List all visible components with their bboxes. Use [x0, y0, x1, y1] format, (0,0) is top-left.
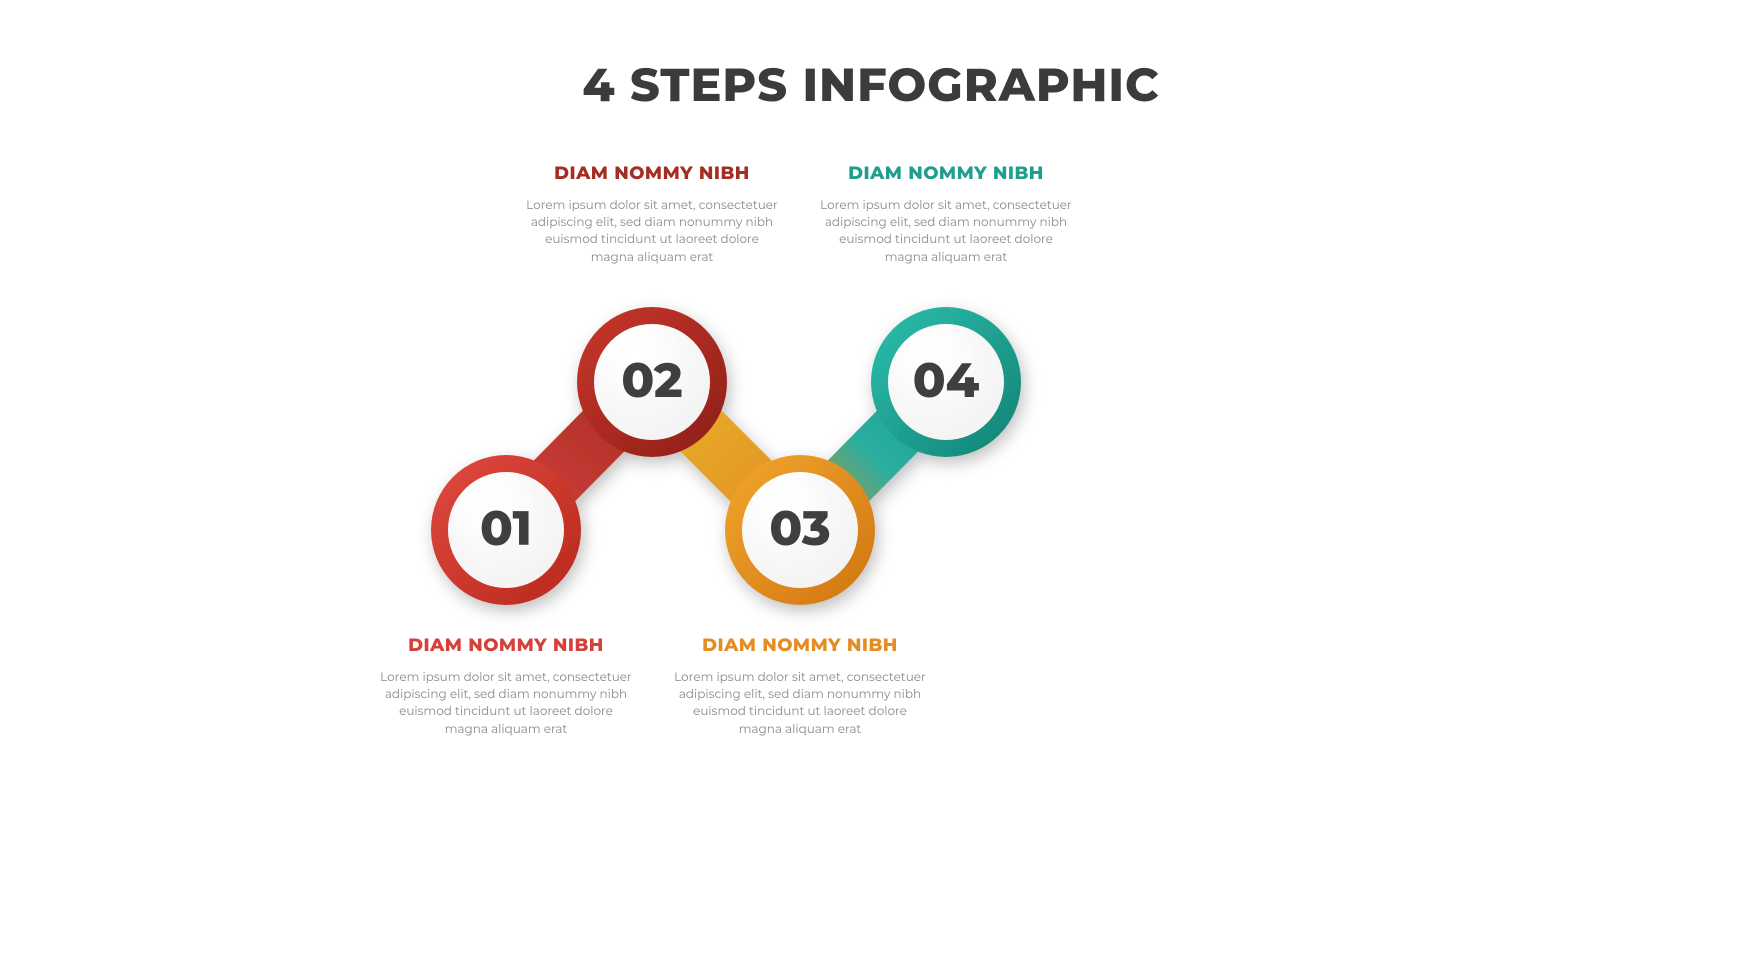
step-body-02: Lorem ipsum dolor sit amet, consectetuer…	[522, 197, 782, 267]
step-text-block-04: DIAM NOMMY NIBH Lorem ipsum dolor sit ame…	[816, 162, 1076, 266]
step-text-block-01: DIAM NOMMY NIBH Lorem ipsum dolor sit ame…	[376, 634, 636, 738]
step-body-04: Lorem ipsum dolor sit amet, consectetuer…	[816, 197, 1076, 267]
step-heading-02: DIAM NOMMY NIBH	[522, 162, 782, 185]
step-number-01: 01	[480, 500, 532, 558]
step-number-04: 04	[913, 352, 980, 410]
steps-graphic: 01 02 03 04	[0, 0, 1742, 980]
infographic-stage: 4 STEPS INFOGRAPHIC 01020304 DIAM NOMMY …	[0, 0, 1742, 980]
step-text-block-02: DIAM NOMMY NIBH Lorem ipsum dolor sit ame…	[522, 162, 782, 266]
step-heading-03: DIAM NOMMY NIBH	[670, 634, 930, 657]
step-heading-04: DIAM NOMMY NIBH	[816, 162, 1076, 185]
step-body-01: Lorem ipsum dolor sit amet, consectetuer…	[376, 669, 636, 739]
step-heading-01: DIAM NOMMY NIBH	[376, 634, 636, 657]
step-text-block-03: DIAM NOMMY NIBH Lorem ipsum dolor sit ame…	[670, 634, 930, 738]
step-number-03: 03	[769, 500, 830, 558]
step-number-02: 02	[621, 352, 682, 410]
step-body-03: Lorem ipsum dolor sit amet, consectetuer…	[670, 669, 930, 739]
